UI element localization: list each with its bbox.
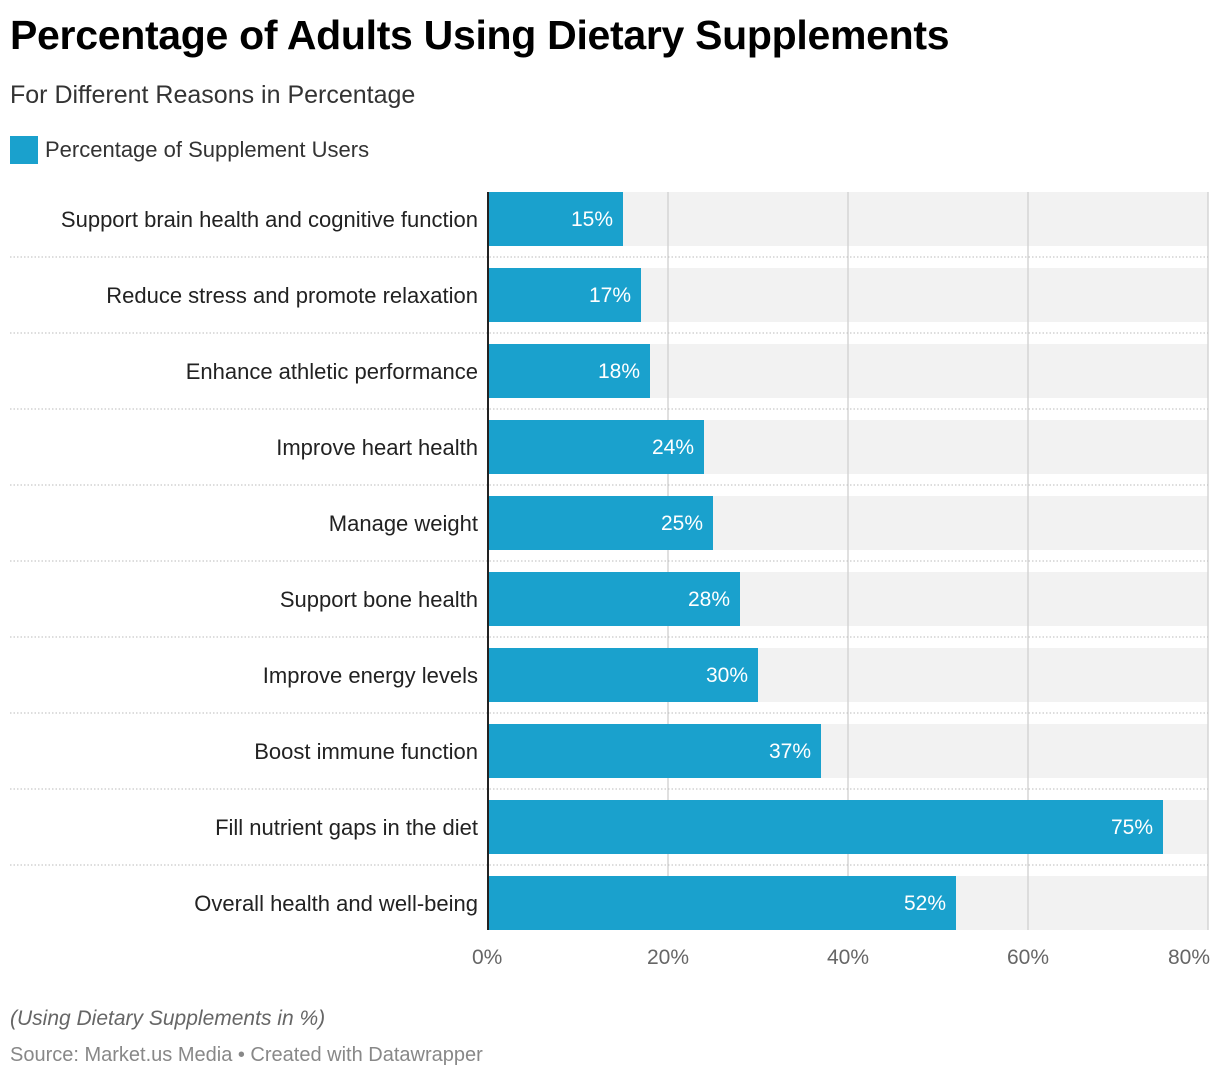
legend: Percentage of Supplement Users: [10, 136, 369, 164]
bar: [488, 572, 740, 626]
x-tick-label: 60%: [1007, 946, 1049, 969]
value-label: 52%: [904, 892, 946, 915]
category-label: Enhance athletic performance: [186, 359, 478, 384]
bar-chart: 15% Support brain health and cognitive fu…: [10, 192, 1210, 969]
value-label: 15%: [571, 208, 613, 231]
category-label: Manage weight: [329, 511, 478, 536]
chart-subtitle: For Different Reasons in Percentage: [10, 81, 416, 109]
chart-title: Percentage of Adults Using Dietary Suppl…: [10, 12, 950, 58]
value-label: 24%: [652, 436, 694, 459]
category-label: Overall health and well-being: [194, 891, 478, 916]
category-label: Fill nutrient gaps in the diet: [215, 815, 478, 840]
value-label: 75%: [1111, 816, 1153, 839]
value-label: 37%: [769, 740, 811, 763]
category-label: Improve energy levels: [263, 663, 478, 688]
chart-source: Source: Market.us Media • Created with D…: [10, 1044, 483, 1066]
bar: [488, 420, 704, 474]
bar: [488, 496, 713, 550]
chart-notes: (Using Dietary Supplements in %): [10, 1007, 326, 1030]
bar: [488, 192, 623, 246]
legend-swatch: [10, 136, 38, 164]
category-label: Support brain health and cognitive funct…: [61, 207, 478, 232]
bar: [488, 268, 641, 322]
legend-label: Percentage of Supplement Users: [45, 137, 370, 162]
bar: [488, 724, 821, 778]
category-label: Improve heart health: [276, 435, 478, 460]
x-tick-label: 80%: [1168, 946, 1210, 969]
bar: [488, 344, 650, 398]
value-label: 18%: [598, 360, 640, 383]
category-label: Support bone health: [280, 587, 478, 612]
value-label: 28%: [688, 588, 730, 611]
x-tick-label: 20%: [647, 946, 689, 969]
value-label: 25%: [661, 512, 703, 535]
category-label: Boost immune function: [254, 739, 478, 764]
value-label: 30%: [706, 664, 748, 687]
bar: [488, 648, 758, 702]
category-label: Reduce stress and promote relaxation: [106, 283, 478, 308]
bar: [488, 876, 956, 930]
bar: [488, 800, 1163, 854]
value-label: 17%: [589, 284, 631, 307]
x-tick-label: 40%: [827, 946, 869, 969]
x-tick-label: 0%: [472, 946, 502, 969]
